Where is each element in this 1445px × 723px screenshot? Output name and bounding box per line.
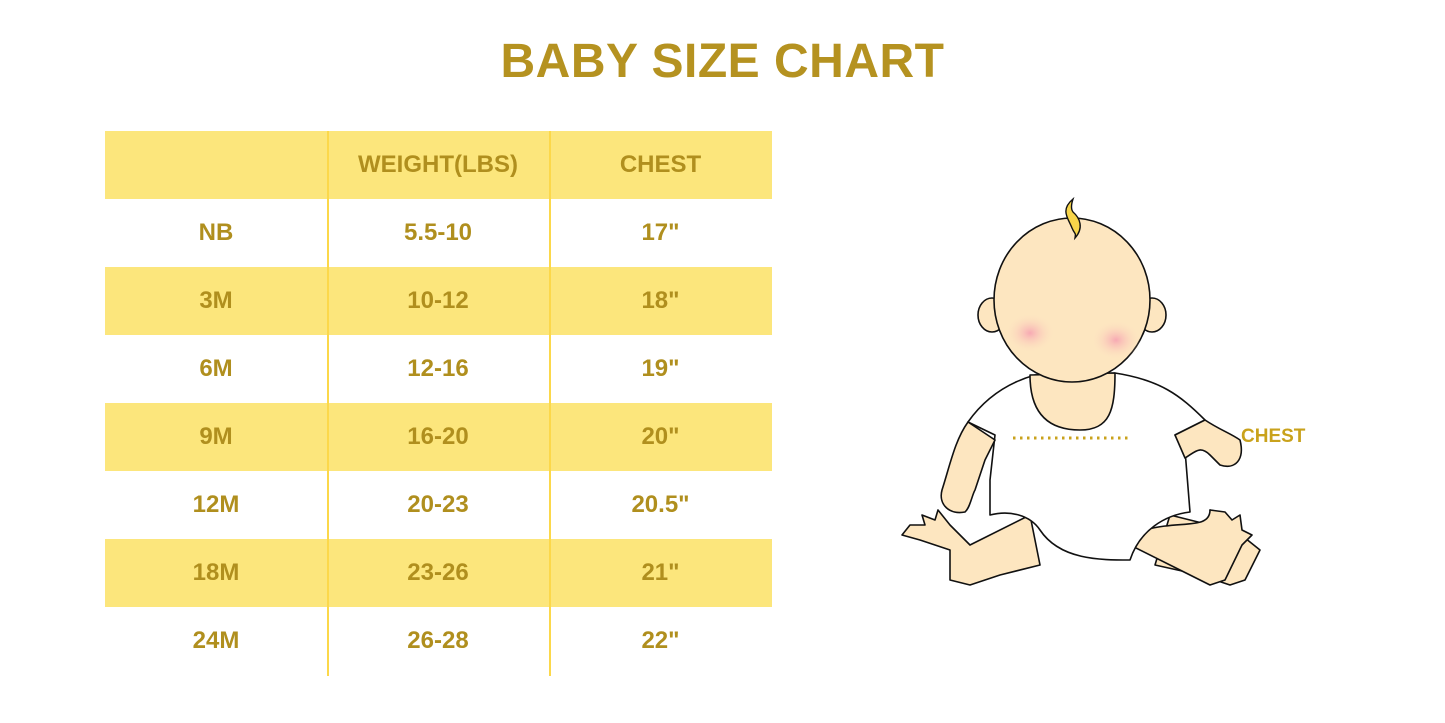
left-leg <box>901 509 1041 586</box>
header-cell <box>105 131 327 199</box>
header-weight: WEIGHT(LBS) <box>358 151 518 178</box>
size-cell: 3M <box>199 287 233 314</box>
size-cell: 24M <box>192 627 240 654</box>
chest-cell: 22" <box>641 627 680 654</box>
table-header-row: WEIGHT(LBS) CHEST <box>105 131 772 199</box>
chest-cell: 17" <box>641 219 680 246</box>
table-row: 18M 23-26 21" <box>105 539 772 607</box>
size-cell: 18M <box>192 559 240 586</box>
table-row: 3M 10-12 18" <box>105 267 772 335</box>
weight-cell: 5.5-10 <box>403 219 473 246</box>
chest-cell: 21" <box>641 559 680 586</box>
header-chest: CHEST <box>619 151 702 178</box>
chest-label: CHEST <box>1241 426 1306 447</box>
chest-cell: 18" <box>641 287 680 314</box>
size-table: WEIGHT(LBS) CHEST NB 5.5-10 17" 3M 10-12… <box>105 131 772 676</box>
size-cell: 12M <box>192 491 240 518</box>
weight-cell: 23-26 <box>407 559 469 586</box>
table-row: 12M 20-23 20.5" <box>105 471 772 539</box>
weight-cell: 12-16 <box>407 355 469 382</box>
chest-cell: 20.5" <box>631 491 690 518</box>
size-cell: 6M <box>199 355 233 382</box>
weight-cell: 26-28 <box>407 627 469 654</box>
weight-cell: 10-12 <box>407 287 469 314</box>
cheek <box>1091 320 1141 360</box>
column-divider <box>327 131 329 676</box>
table-row: 6M 12-16 19" <box>105 335 772 403</box>
weight-cell: 20-23 <box>407 491 469 518</box>
size-cell: 9M <box>199 423 233 450</box>
right-arm <box>1174 419 1242 467</box>
size-cell: NB <box>198 219 234 246</box>
chest-cell: 20" <box>641 423 680 450</box>
table-row: 24M 26-28 22" <box>105 607 772 675</box>
cheek <box>1005 313 1055 353</box>
hair-curl <box>1065 196 1081 241</box>
chest-cell: 19" <box>641 355 680 382</box>
weight-cell: 16-20 <box>407 423 469 450</box>
baby-illustration <box>901 196 1261 586</box>
page-title: BABY SIZE CHART <box>500 35 945 88</box>
left-arm <box>940 421 996 514</box>
table-row: 9M 16-20 20" <box>105 403 772 471</box>
table-row: NB 5.5-10 17" <box>105 199 772 267</box>
column-divider <box>549 131 551 676</box>
